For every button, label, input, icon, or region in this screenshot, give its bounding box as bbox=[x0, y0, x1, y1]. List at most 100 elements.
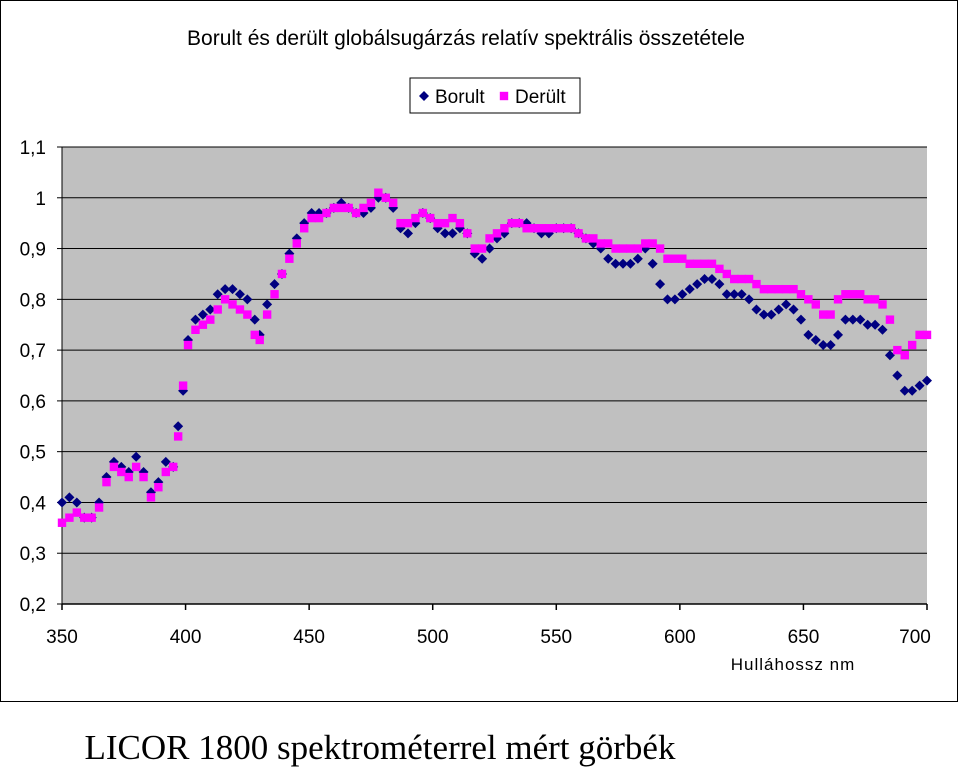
data-point bbox=[470, 244, 479, 253]
data-point bbox=[744, 294, 755, 305]
y-tick-label: 0,9 bbox=[20, 240, 46, 261]
data-point bbox=[477, 244, 487, 253]
data-point bbox=[632, 253, 643, 264]
data-point bbox=[759, 284, 769, 294]
data-point bbox=[65, 513, 74, 522]
data-point bbox=[455, 218, 465, 228]
y-tick-label: 0,3 bbox=[20, 544, 46, 565]
data-point bbox=[262, 299, 273, 310]
data-point bbox=[848, 290, 858, 299]
data-point bbox=[285, 254, 294, 263]
data-point bbox=[922, 375, 932, 386]
data-point bbox=[633, 244, 643, 253]
data-point bbox=[566, 224, 576, 233]
data-point bbox=[131, 462, 141, 472]
data-point bbox=[447, 228, 458, 239]
data-point bbox=[235, 305, 245, 314]
x-tick-label: 600 bbox=[664, 627, 696, 648]
data-point bbox=[729, 289, 740, 300]
y-tick-label: 1 bbox=[35, 189, 46, 210]
data-point bbox=[893, 345, 902, 355]
data-point bbox=[603, 239, 613, 248]
data-point bbox=[277, 269, 287, 279]
data-point bbox=[648, 239, 657, 248]
data-point bbox=[484, 243, 495, 254]
data-point bbox=[589, 234, 598, 243]
data-point bbox=[818, 340, 829, 351]
data-point bbox=[810, 334, 821, 345]
data-point bbox=[307, 213, 316, 223]
data-point bbox=[529, 224, 539, 233]
y-tick-label: 0,7 bbox=[20, 341, 46, 362]
data-point bbox=[381, 193, 390, 202]
data-point bbox=[522, 224, 531, 233]
plot-area bbox=[62, 147, 927, 604]
data-point bbox=[596, 239, 605, 248]
data-point bbox=[618, 244, 628, 253]
data-point bbox=[440, 228, 451, 239]
data-point bbox=[507, 218, 516, 228]
data-point bbox=[603, 253, 614, 264]
data-point bbox=[811, 300, 820, 309]
data-point bbox=[722, 269, 732, 279]
data-point bbox=[788, 304, 799, 315]
data-point bbox=[337, 203, 346, 213]
data-point bbox=[374, 188, 383, 197]
data-point bbox=[448, 213, 457, 223]
data-point bbox=[71, 497, 82, 508]
data-point bbox=[581, 234, 591, 243]
x-axis-label: Hulláhossz nm bbox=[731, 655, 856, 674]
data-point bbox=[117, 467, 126, 477]
data-point bbox=[751, 304, 762, 315]
data-point bbox=[411, 213, 420, 223]
data-point bbox=[109, 462, 119, 472]
data-point bbox=[900, 350, 909, 360]
y-tick-label: 0,4 bbox=[20, 493, 47, 514]
data-point bbox=[270, 290, 279, 299]
data-point bbox=[884, 350, 895, 361]
data-point bbox=[692, 259, 702, 268]
data-point bbox=[146, 493, 156, 502]
legend-label: Borult bbox=[435, 87, 485, 108]
y-tick-labels: 0,2 0,3 0,4 0,5 0,6 0,7 0,8 0,9 1 1,1 bbox=[20, 138, 47, 616]
data-point bbox=[366, 198, 376, 208]
data-point bbox=[206, 315, 215, 324]
data-point bbox=[655, 244, 665, 253]
data-point bbox=[537, 224, 546, 233]
y-tick-label: 0,8 bbox=[20, 290, 46, 311]
data-point bbox=[228, 300, 237, 309]
data-point bbox=[242, 294, 253, 305]
data-point bbox=[736, 289, 747, 300]
data-point bbox=[234, 289, 245, 300]
x-tick-label: 550 bbox=[540, 627, 572, 648]
data-point bbox=[752, 279, 761, 289]
data-point bbox=[915, 330, 924, 340]
data-point bbox=[678, 254, 687, 263]
data-point bbox=[57, 497, 67, 508]
data-point bbox=[714, 279, 725, 290]
data-point bbox=[781, 284, 791, 294]
data-point bbox=[847, 314, 858, 325]
data-point bbox=[669, 294, 680, 305]
data-point bbox=[477, 253, 488, 264]
data-point bbox=[774, 284, 783, 294]
data-point bbox=[515, 218, 524, 228]
data-point bbox=[80, 513, 89, 522]
data-point bbox=[804, 295, 813, 304]
data-point bbox=[433, 218, 442, 228]
data-point bbox=[803, 329, 814, 340]
data-point bbox=[862, 319, 873, 330]
data-point bbox=[692, 279, 703, 290]
data-point bbox=[781, 299, 792, 310]
data-point bbox=[154, 483, 163, 492]
data-point bbox=[169, 462, 178, 472]
data-point bbox=[485, 234, 494, 243]
data-point bbox=[205, 304, 216, 315]
data-point bbox=[885, 315, 895, 324]
data-point bbox=[191, 325, 200, 334]
data-point bbox=[833, 329, 844, 340]
x-tick-label: 650 bbox=[788, 627, 820, 648]
data-point bbox=[892, 370, 903, 381]
data-point bbox=[190, 314, 201, 325]
